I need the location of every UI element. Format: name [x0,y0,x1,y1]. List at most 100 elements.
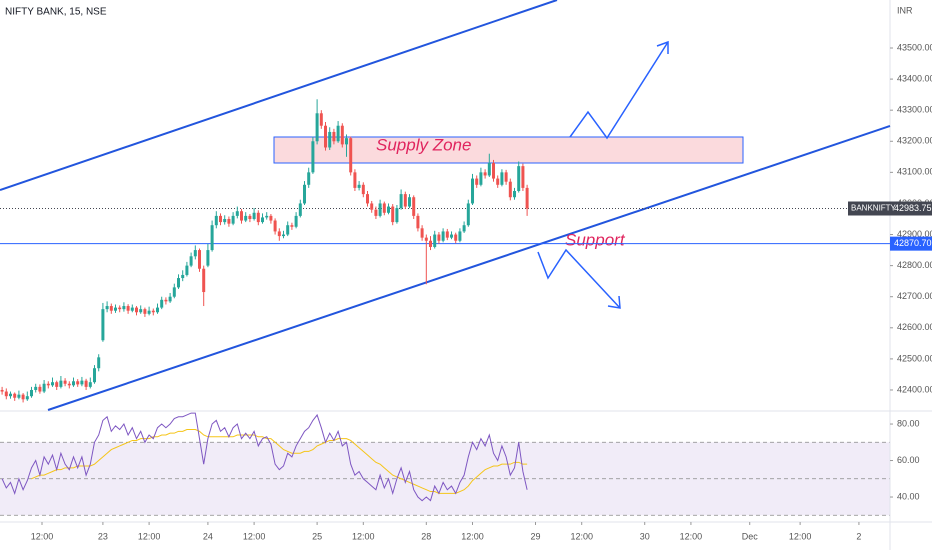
candle-body [206,250,210,266]
y-tick-label: 42600.00 [897,322,932,332]
candle-body [63,380,67,384]
x-tick-label: 23 [98,531,108,541]
candle-body [93,368,97,383]
candle-body [185,265,189,275]
candle-body [454,234,458,241]
candle-body [487,163,491,176]
candle-body [55,382,59,387]
candle-body [366,194,370,204]
candle-body [101,309,105,341]
y-tick-label: 43100.00 [897,167,932,177]
candle-body [517,166,521,192]
candle-body [42,383,46,392]
y-tick-label: 43300.00 [897,105,932,115]
candle-body [437,234,441,241]
candle-body [412,197,416,216]
candle-body [466,203,470,226]
candle-body [424,237,428,241]
candle-body [172,287,176,297]
candle-body [361,184,365,195]
y-tick-label: 42500.00 [897,353,932,363]
x-tick-label: 12:00 [31,531,54,541]
candle-body [210,225,214,251]
candle-body [17,394,21,398]
candle-body [9,393,13,397]
candle-body [88,382,92,387]
candle-body [513,191,517,198]
x-tick-label: 12:00 [138,531,161,541]
candle-body [143,309,147,314]
candle-body [303,184,307,204]
candle-body [76,381,80,385]
candle-body [214,215,218,226]
x-tick-label: 29 [531,531,541,541]
candle-body [336,125,340,142]
candle-body [219,215,223,223]
candle-body [319,113,323,126]
candle-body [441,231,445,241]
x-tick-label: 12:00 [570,531,593,541]
candle-body [151,310,155,313]
candle-body [126,306,130,311]
candle-body [429,240,433,247]
candle-body [135,307,139,313]
candle-body [109,306,113,311]
candle-body [34,386,38,390]
y-tick-label: 42800.00 [897,260,932,270]
x-tick-label: 12:00 [352,531,375,541]
candle-body [504,172,508,182]
candle-body [391,206,395,223]
projection-down [537,248,621,309]
y-tick-label: 43400.00 [897,73,932,83]
candle-body [298,203,302,216]
candle-body [349,138,353,173]
candle-body [277,231,281,237]
candle-body [483,172,487,176]
candle-body [450,234,454,238]
candle-body [294,215,298,227]
candle-body [265,215,269,218]
x-tick-label: 12:00 [243,531,266,541]
candle-body [202,268,206,293]
currency: INR [897,5,913,15]
candle-body [395,208,399,223]
candle-body [160,299,164,308]
candle-body [462,225,466,232]
x-tick-label: 12:00 [680,531,703,541]
symbol-label: BANKNIFTY [851,204,897,213]
candle-body [181,274,185,279]
candle-body [231,215,235,224]
candle-body [508,181,512,198]
candle-body [324,125,328,148]
y-tick-label: 42900.00 [897,229,932,239]
candle-body [286,225,290,235]
candle-body [252,212,256,219]
candle-body [156,307,160,313]
supply-zone-label: Supply Zone [376,135,471,154]
candle-body [80,380,84,385]
candle-body [471,178,475,204]
candle-body [370,203,374,210]
x-tick-label: Dec [742,531,759,541]
candle-body [227,218,231,224]
candle-body [235,211,239,216]
y-tick-label: 42400.00 [897,384,932,394]
candle-body [118,307,122,310]
candle-body [193,250,197,257]
x-tick-label: 25 [312,531,322,541]
x-tick-label: 24 [203,531,213,541]
candle-body [240,211,244,221]
candle-body [38,386,42,392]
candle-body [114,307,118,311]
candle-body [273,220,277,232]
price-label-box [890,201,932,216]
candle-body [189,256,193,266]
candle-body [525,187,529,209]
candle-body [51,382,55,386]
candle-body [269,215,273,221]
x-tick-label: 28 [421,531,431,541]
candle-body [97,357,101,369]
candle-body [328,131,332,148]
candle-body [332,131,336,142]
x-tick-label: 12:00 [789,531,812,541]
